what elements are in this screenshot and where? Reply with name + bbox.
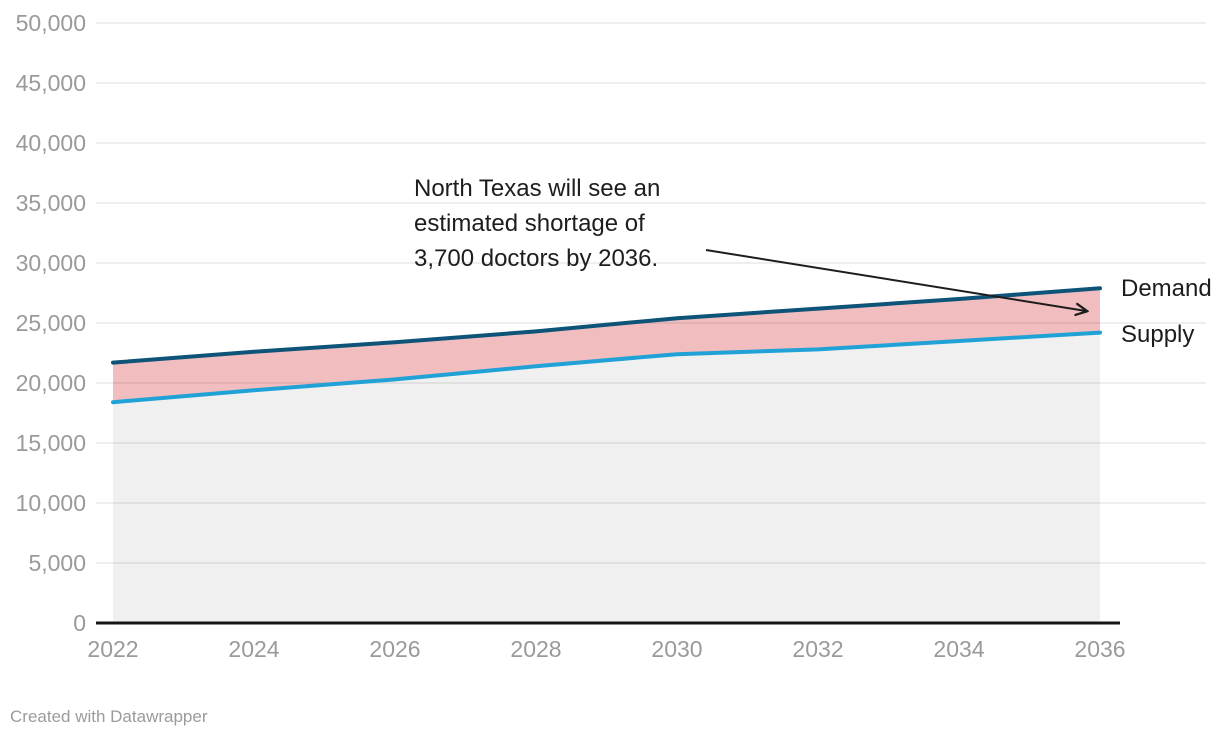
y-axis-label: 30,000 xyxy=(15,250,86,276)
datawrapper-credit: Created with Datawrapper xyxy=(10,707,208,726)
x-axis-label: 2036 xyxy=(1074,636,1126,662)
supply-area xyxy=(113,332,1100,623)
y-axis-label: 25,000 xyxy=(15,310,86,336)
x-axis-label: 2030 xyxy=(651,636,703,662)
annotation-line-3: 3,700 doctors by 2036. xyxy=(414,245,659,272)
supply-series-label: Supply xyxy=(1121,321,1195,348)
y-axis-label: 10,000 xyxy=(15,490,86,516)
gridlines xyxy=(96,22,1206,564)
x-axis-label: 2022 xyxy=(87,636,139,662)
x-axis-label: 2032 xyxy=(792,636,844,662)
y-axis-label: 5,000 xyxy=(28,550,86,576)
y-axis-label: 40,000 xyxy=(15,130,86,156)
y-axis-label: 50,000 xyxy=(15,10,86,36)
annotation-text: North Texas will see an estimated shorta… xyxy=(414,171,744,276)
annotation-line-1: North Texas will see an xyxy=(414,175,661,202)
y-axis-label: 20,000 xyxy=(15,370,86,396)
demand-series-label: Demand xyxy=(1121,275,1212,302)
y-axis-label: 15,000 xyxy=(15,430,86,456)
x-axis-label: 2024 xyxy=(228,636,280,662)
y-axis-label: 0 xyxy=(73,610,86,636)
annotation-line-2: estimated shortage of xyxy=(414,210,645,237)
y-axis-label: 35,000 xyxy=(15,190,86,216)
x-axis-label: 2026 xyxy=(369,636,421,662)
x-axis-label: 2034 xyxy=(933,636,985,662)
supply-line xyxy=(111,330,1102,405)
shortage-area xyxy=(113,288,1100,403)
x-axis-label: 2028 xyxy=(510,636,562,662)
annotation-arrow xyxy=(705,249,1086,311)
y-axis-label: 45,000 xyxy=(15,70,86,96)
demand-line xyxy=(111,286,1102,365)
